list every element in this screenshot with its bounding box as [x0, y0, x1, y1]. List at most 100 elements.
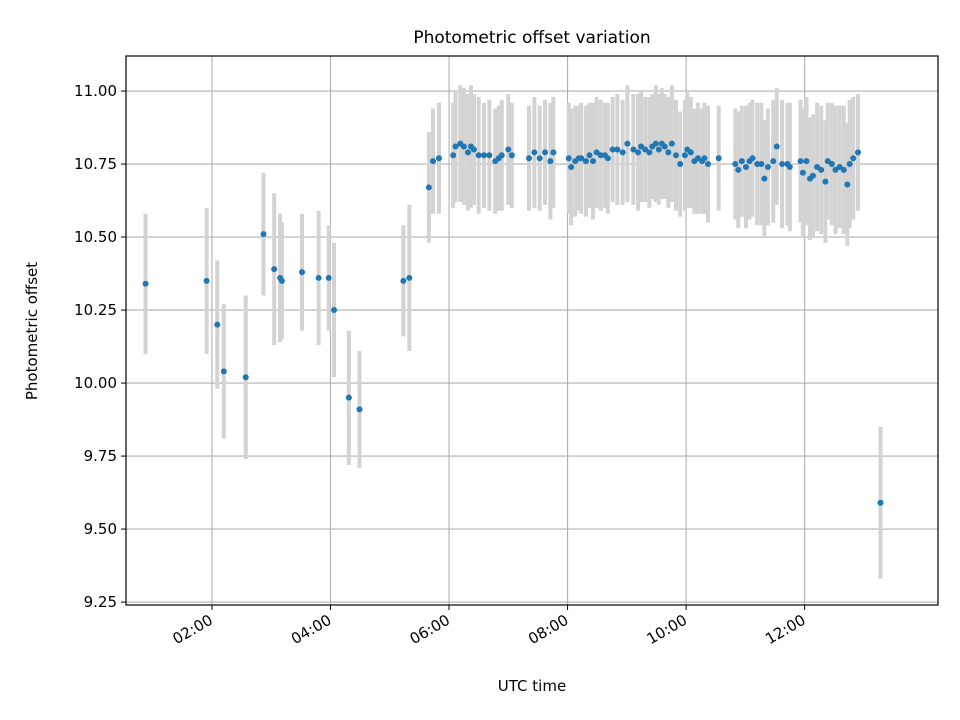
data-point — [586, 152, 593, 159]
data-point — [749, 155, 756, 162]
data-points — [142, 140, 884, 506]
data-point — [220, 368, 227, 375]
data-point — [531, 149, 538, 156]
data-point — [828, 161, 835, 168]
data-point — [814, 163, 821, 170]
data-point — [779, 161, 786, 168]
y-axis-ticks: 9.25 9.50 9.75 10.00 10.25 10.50 10.75 11.00 — [74, 82, 126, 611]
x-axis-ticks: 02:00 04:00 06:00 08:00 10:00 12:00 — [169, 605, 809, 648]
y-tick-label: 9.25 — [84, 593, 117, 611]
data-point — [464, 149, 471, 156]
data-point — [203, 277, 210, 284]
data-point — [619, 149, 626, 156]
y-axis-label: Photometric offset — [23, 262, 41, 400]
data-point — [836, 163, 843, 170]
data-point — [742, 163, 749, 170]
data-point — [786, 163, 793, 170]
data-point — [799, 169, 806, 176]
data-point — [850, 155, 857, 162]
data-point — [400, 277, 407, 284]
data-point — [652, 140, 659, 147]
y-tick-label: 10.75 — [74, 155, 117, 173]
data-point — [642, 146, 649, 153]
data-point — [578, 155, 585, 162]
data-point — [832, 166, 839, 173]
data-point — [542, 149, 549, 156]
data-point — [582, 158, 589, 165]
data-point — [738, 158, 745, 165]
data-point — [242, 374, 249, 381]
y-tick-label: 9.75 — [84, 447, 117, 465]
data-point — [406, 274, 413, 281]
data-point — [450, 152, 457, 159]
data-point — [498, 152, 505, 159]
data-point — [460, 143, 467, 150]
data-point — [840, 166, 847, 173]
error-bars — [143, 85, 883, 579]
data-point — [614, 146, 621, 153]
data-point — [844, 181, 851, 188]
data-point — [425, 184, 432, 191]
data-point — [630, 146, 637, 153]
data-point — [331, 307, 338, 314]
data-point — [846, 161, 853, 168]
data-point — [430, 158, 437, 165]
data-point — [435, 155, 442, 162]
data-point — [735, 166, 742, 173]
data-point — [271, 266, 278, 273]
data-point — [550, 149, 557, 156]
data-point — [764, 163, 771, 170]
data-point — [715, 155, 722, 162]
data-point — [673, 152, 680, 159]
data-point — [590, 158, 597, 165]
data-point — [758, 161, 765, 168]
data-point — [646, 149, 653, 156]
data-point — [681, 152, 688, 159]
data-point — [480, 152, 487, 159]
data-point — [635, 149, 642, 156]
data-point — [824, 158, 831, 165]
data-point — [536, 155, 543, 162]
data-point — [809, 172, 816, 179]
data-point — [565, 155, 572, 162]
data-point — [665, 149, 672, 156]
x-tick-label: 04:00 — [288, 611, 334, 648]
data-point — [299, 269, 306, 276]
data-point — [732, 161, 739, 168]
data-point — [754, 161, 761, 168]
data-point — [547, 158, 554, 165]
data-point — [593, 149, 600, 156]
x-tick-label: 02:00 — [169, 611, 215, 648]
data-point — [214, 321, 221, 328]
data-point — [325, 274, 332, 281]
data-point — [773, 143, 780, 150]
data-point — [604, 155, 611, 162]
data-point — [655, 146, 662, 153]
x-axis-label: UTC time — [498, 677, 566, 695]
plot-area-frame — [125, 55, 939, 606]
data-point — [677, 161, 684, 168]
data-point — [356, 406, 363, 413]
data-point — [475, 152, 482, 159]
data-point — [854, 149, 861, 156]
data-point — [568, 163, 575, 170]
data-point — [701, 155, 708, 162]
data-point — [661, 143, 668, 150]
data-point — [818, 166, 825, 173]
data-point — [526, 155, 533, 162]
y-tick-label: 9.50 — [84, 520, 117, 538]
data-point — [705, 161, 712, 168]
data-point — [452, 143, 459, 150]
data-point — [260, 231, 267, 238]
x-tick-label: 12:00 — [762, 611, 808, 648]
data-point — [315, 274, 322, 281]
data-point — [770, 158, 777, 165]
data-point — [668, 140, 675, 147]
chart-title: Photometric offset variation — [413, 28, 650, 48]
data-point — [142, 280, 149, 287]
y-tick-label: 10.50 — [74, 228, 117, 246]
y-tick-label: 11.00 — [74, 82, 117, 100]
y-tick-label: 10.25 — [74, 301, 117, 319]
data-point — [822, 178, 829, 185]
